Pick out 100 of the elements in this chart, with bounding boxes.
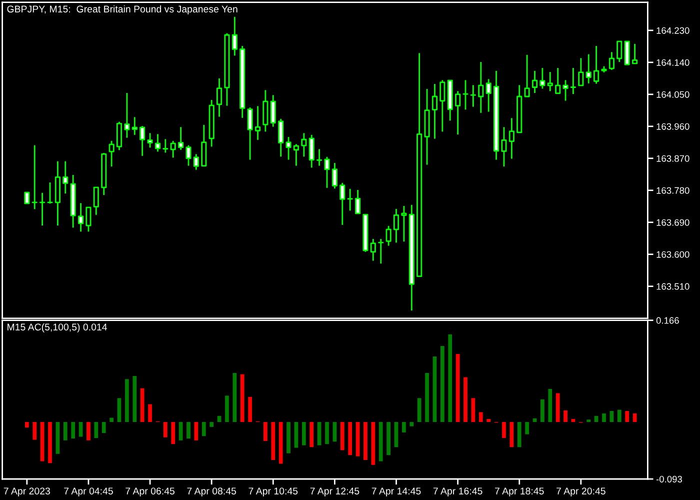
bar — [548, 388, 552, 422]
chart-title: GBPJPY, M15: Great Britain Pound vs Japanese Yen — [7, 5, 238, 14]
candlestick — [254, 105, 261, 141]
candlestick — [93, 186, 99, 216]
candlestick — [178, 126, 184, 151]
bar — [510, 422, 514, 448]
candlestick — [562, 79, 568, 102]
bar — [625, 410, 630, 422]
candlestick — [216, 78, 222, 118]
candlestick — [486, 78, 492, 112]
candlestick — [293, 143, 299, 167]
candlestick — [270, 94, 276, 128]
bar — [78, 422, 83, 437]
candlestick — [162, 138, 168, 154]
bar — [86, 422, 90, 440]
bar — [417, 398, 422, 422]
candlestick — [547, 71, 553, 92]
bar — [32, 422, 37, 440]
candlestick — [262, 89, 268, 132]
candlestick — [632, 43, 638, 64]
bar — [394, 422, 398, 448]
bar — [302, 422, 306, 446]
bar — [617, 410, 622, 422]
y-tick-label: 163.780 — [656, 187, 690, 194]
bar — [632, 413, 637, 422]
candlestick — [232, 16, 238, 56]
x-tick-label: 7 Apr 16:45 — [433, 488, 482, 496]
candlestick — [416, 52, 422, 278]
candlestick — [570, 67, 576, 95]
bar — [371, 422, 376, 465]
candlestick — [393, 208, 400, 244]
bar — [225, 396, 229, 422]
candlestick — [424, 88, 430, 166]
bar — [540, 399, 544, 422]
candlestick — [62, 160, 68, 194]
bar — [356, 422, 360, 456]
candlestick — [193, 153, 199, 170]
y-tick-label: 163.870 — [656, 155, 690, 162]
bar — [132, 376, 137, 422]
bar — [178, 422, 183, 440]
bar — [117, 398, 122, 422]
candlestick — [316, 148, 322, 167]
candlestick — [132, 116, 138, 136]
y-tick-label: -0.093 — [656, 476, 682, 482]
candlestick — [140, 125, 146, 157]
bar — [386, 422, 390, 456]
y-tick-label: 163.960 — [656, 123, 690, 130]
bar — [432, 356, 437, 422]
candlestick — [594, 45, 600, 84]
candlestick — [186, 144, 192, 167]
candlestick — [54, 160, 60, 226]
x-tick-label: 7 Apr 18:45 — [494, 488, 544, 496]
candlestick — [170, 140, 176, 158]
candlestick — [578, 57, 584, 86]
candlestick — [108, 140, 114, 168]
bar — [125, 379, 129, 422]
bar — [564, 410, 568, 422]
bar — [102, 422, 106, 434]
bar — [464, 377, 468, 422]
candlestick — [624, 40, 630, 66]
bar — [248, 396, 252, 422]
candlestick — [362, 214, 368, 253]
candlestick — [147, 132, 153, 148]
bar — [271, 422, 276, 460]
bar — [456, 354, 460, 422]
candlestick — [324, 156, 330, 189]
candlestick — [470, 84, 476, 108]
y-tick-label: 164.230 — [656, 27, 690, 34]
x-tick-label: 7 Apr 10:45 — [248, 488, 298, 496]
candlestick — [601, 66, 607, 74]
bar — [602, 413, 606, 422]
candlestick — [154, 133, 160, 152]
candlestick — [308, 134, 314, 168]
bar — [402, 422, 406, 432]
x-tick-label: 7 Apr 04:45 — [64, 488, 113, 496]
x-tick-label: 7 Apr 2023 — [4, 488, 50, 496]
bar — [325, 422, 329, 444]
candlestick — [532, 70, 538, 94]
bar — [140, 388, 144, 422]
candlestick — [116, 121, 122, 151]
bar — [163, 422, 168, 438]
candlestick — [355, 189, 361, 215]
bar — [63, 422, 68, 440]
y-tick-label: 164.140 — [656, 59, 690, 66]
candlestick — [478, 61, 484, 114]
candlestick — [340, 182, 346, 226]
x-tick-label: 7 Apr 12:45 — [310, 488, 360, 496]
bar — [110, 418, 114, 422]
bar — [232, 372, 237, 422]
candlestick — [432, 83, 438, 140]
candlestick — [208, 99, 214, 148]
bar — [425, 372, 429, 422]
x-tick-label: 7 Apr 08:45 — [187, 488, 236, 496]
bar — [332, 422, 337, 442]
bar — [40, 422, 44, 462]
candlestick — [524, 54, 530, 98]
bar — [317, 422, 322, 446]
bar — [364, 422, 368, 460]
candlestick — [278, 118, 284, 158]
y-tick-label: 163.690 — [656, 219, 690, 226]
